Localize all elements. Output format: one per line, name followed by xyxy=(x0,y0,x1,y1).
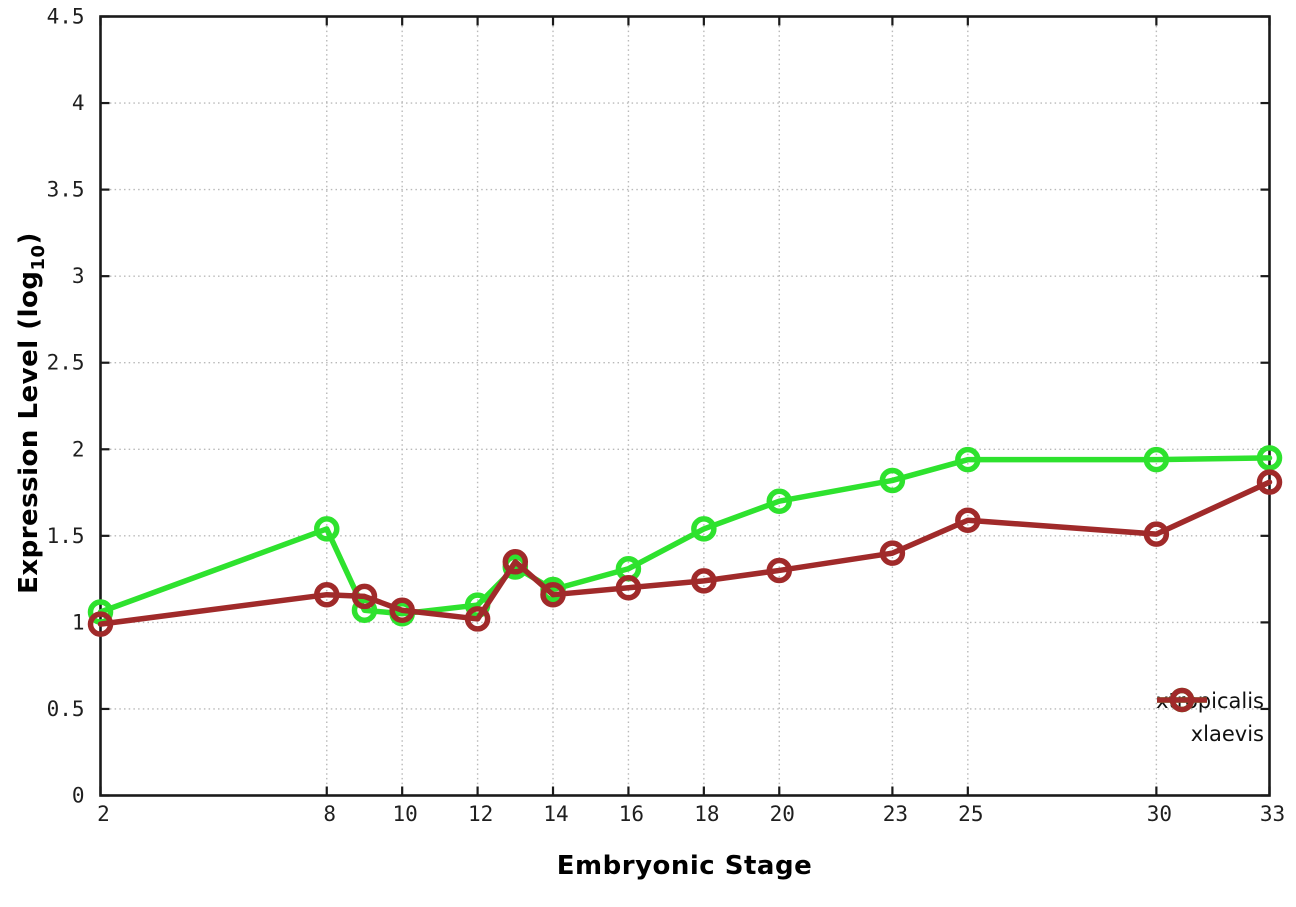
data-point-xtropicalis xyxy=(314,516,340,542)
data-point-xlaevis xyxy=(1256,469,1283,495)
series-line-xtropicalis xyxy=(97,455,1273,617)
y-tick-label: 3.5 xyxy=(47,178,85,202)
data-point-xlaevis xyxy=(87,611,114,637)
data-point-xtropicalis xyxy=(1143,446,1170,473)
y-tick-label: 4 xyxy=(72,91,85,115)
y-tick-label: 3 xyxy=(72,264,85,288)
y-tick-label: 4.5 xyxy=(47,5,85,29)
data-point-xtropicalis xyxy=(1256,445,1283,471)
x-tick-label: 18 xyxy=(694,802,719,826)
data-point-xlaevis xyxy=(314,581,340,608)
y-tick-label: 0 xyxy=(72,784,85,808)
data-point-xlaevis xyxy=(389,597,415,624)
data-point-xlaevis xyxy=(351,583,378,610)
data-point-xlaevis xyxy=(464,606,491,632)
plot-border xyxy=(99,15,1271,797)
x-tick-label: 14 xyxy=(543,802,568,826)
y-tick-label: 1.5 xyxy=(47,524,85,548)
x-tick-label: 2 xyxy=(97,802,110,826)
data-point-xlaevis xyxy=(691,568,717,594)
series-line-xlaevis xyxy=(97,479,1273,627)
x-tick-label: 23 xyxy=(883,802,908,826)
x-tick-label: 33 xyxy=(1260,802,1285,826)
y-tick-label: 1 xyxy=(72,610,85,634)
data-point-xlaevis xyxy=(955,507,981,534)
data-point-xlaevis xyxy=(879,540,906,566)
y-axis-title-main: Expression Level (log xyxy=(14,270,44,594)
x-tick-label: 25 xyxy=(958,802,983,826)
data-point-xtropicalis xyxy=(879,467,906,494)
x-tick-label: 12 xyxy=(468,802,493,826)
data-point-xlaevis xyxy=(540,581,566,608)
y-tick-label: 2.5 xyxy=(47,351,85,375)
x-tick-label: 8 xyxy=(323,802,336,826)
data-point-xlaevis xyxy=(766,557,793,584)
y-axis-title-close: ) xyxy=(14,232,44,245)
data-point-xtropicalis xyxy=(766,488,793,514)
y-tick-label: 0.5 xyxy=(47,697,85,721)
legend: xtropicalis xlaevis xyxy=(1156,685,1264,750)
x-tick-label: 10 xyxy=(393,802,418,826)
y-axis-title-subscript: 10 xyxy=(28,244,49,271)
x-tick-label: 30 xyxy=(1147,802,1172,826)
data-point-xtropicalis xyxy=(351,597,378,624)
x-tick-label: 20 xyxy=(770,802,795,826)
x-tick-label: 16 xyxy=(619,802,644,826)
y-tick-label: 2 xyxy=(72,437,85,461)
legend-marker-xlaevis-icon xyxy=(1157,687,1208,713)
data-point-xlaevis xyxy=(502,549,529,575)
y-axis-title: Expression Level (log10) xyxy=(14,232,49,594)
data-point-xlaevis xyxy=(615,575,642,601)
data-point-xlaevis xyxy=(1143,521,1170,547)
legend-item-xlaevis: xlaevis xyxy=(1156,687,1264,750)
data-point-xtropicalis xyxy=(691,516,717,542)
legend-label-xlaevis: xlaevis xyxy=(1190,722,1264,746)
x-axis-title: Embryonic Stage xyxy=(556,851,813,881)
data-point-xtropicalis xyxy=(955,446,981,473)
